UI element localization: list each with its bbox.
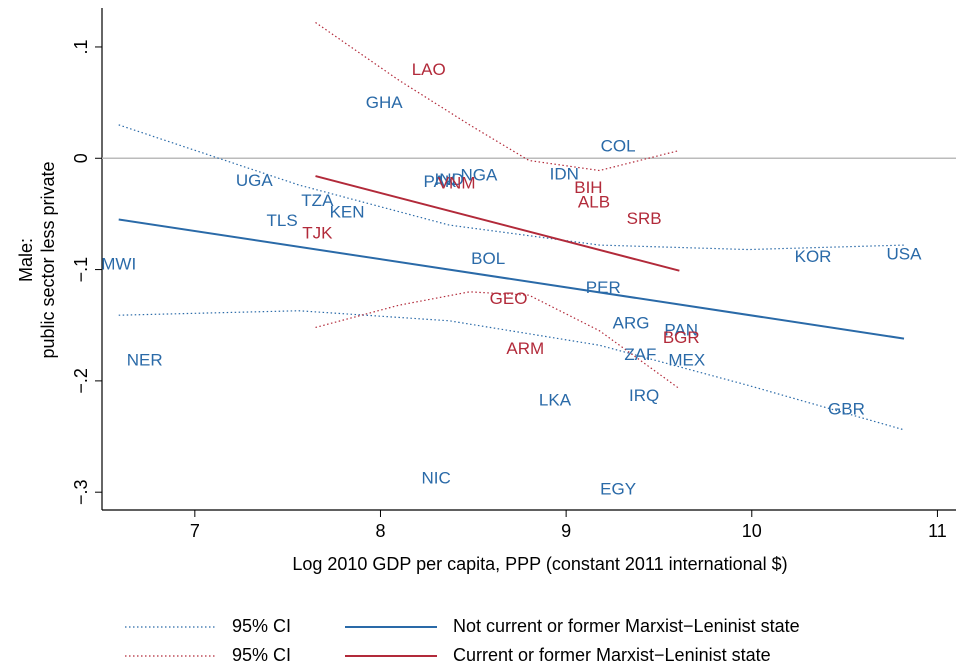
y-tick-label: 0 (71, 153, 91, 163)
point-label: GEO (490, 289, 528, 308)
fit-line (118, 218, 905, 340)
legend-label: 95% CI (232, 616, 291, 636)
x-tick-label: 10 (742, 521, 762, 541)
point-label: GBR (828, 399, 865, 418)
point-label: COL (601, 137, 636, 156)
y-tick-label: .1 (71, 39, 91, 54)
point-label: GHA (366, 93, 404, 112)
x-axis-title: Log 2010 GDP per capita, PPP (constant 2… (292, 554, 787, 574)
ci-line (315, 291, 680, 390)
x-tick-label: 9 (561, 521, 571, 541)
point-label: BGR (663, 328, 700, 347)
legend-label: Current or former Marxist−Leninist state (453, 645, 771, 665)
point-label: NIC (422, 468, 451, 487)
point-label: PAK (424, 172, 457, 191)
legend-label: 95% CI (232, 645, 291, 665)
point-label: IRQ (629, 386, 659, 405)
point-label: ALB (578, 192, 610, 211)
point-label: NER (127, 350, 163, 369)
point-label: ARG (613, 314, 650, 333)
x-tick-label: 7 (190, 521, 200, 541)
point-label: SRB (627, 209, 662, 228)
point-label: IDN (550, 164, 579, 183)
point-label: UGA (236, 171, 274, 190)
point-label: TLS (266, 211, 297, 230)
point-label: PAN (664, 320, 698, 339)
point-label: PER (586, 278, 621, 297)
point-label: EGY (600, 479, 636, 498)
ci-line (118, 124, 905, 251)
point-label: LKA (539, 390, 572, 409)
point-label: ZAF (624, 345, 656, 364)
point-label: TZA (301, 191, 334, 210)
point-label: IND (435, 170, 464, 189)
point-label: TJK (302, 223, 333, 242)
y-tick-label: −.2 (71, 368, 91, 394)
point-label: ARM (506, 339, 544, 358)
point-label: MEX (668, 350, 705, 369)
point-label: MWI (101, 255, 136, 274)
fit-line (315, 175, 680, 272)
point-label: KOR (795, 247, 832, 266)
y-axis-title: public sector less private (38, 161, 58, 358)
y-tick-label: −.1 (71, 257, 91, 283)
point-label: VNM (438, 173, 476, 192)
x-tick-label: 8 (375, 521, 385, 541)
point-label: USA (887, 245, 923, 264)
point-label: KEN (330, 202, 365, 221)
legend-label: Not current or former Marxist−Leninist s… (453, 616, 800, 636)
y-tick-label: −.3 (71, 479, 91, 505)
point-label: BOL (471, 249, 505, 268)
point-label: NGA (460, 166, 498, 185)
x-tick-label: 11 (928, 521, 947, 541)
ci-line (315, 21, 680, 172)
y-axis-title: Male: (16, 238, 36, 282)
point-label: LAO (412, 60, 446, 79)
point-label: BIH (574, 178, 602, 197)
ci-line (118, 310, 905, 431)
